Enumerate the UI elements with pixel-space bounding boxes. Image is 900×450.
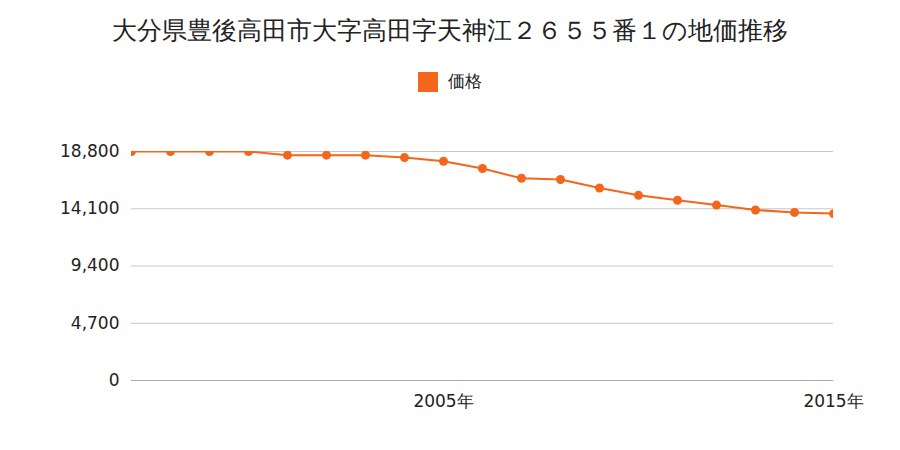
- svg-text:0: 0: [109, 370, 120, 390]
- svg-text:14,100: 14,100: [60, 198, 119, 218]
- svg-text:9,400: 9,400: [71, 255, 120, 275]
- html-text:大分県豊後高田市大字高田字天神江２６５５番１の地価推移: 大分県豊後高田市大字高田字天神江２６５５番１の地価推移: [112, 16, 788, 45]
- svg-text:2015年: 2015年: [803, 391, 863, 411]
- svg-text:4,700: 4,700: [71, 313, 120, 333]
- svg-text:2005年: 2005年: [413, 391, 473, 411]
- svg-text:18,800: 18,800: [60, 141, 119, 161]
- html-text:価格: 価格: [448, 71, 482, 91]
